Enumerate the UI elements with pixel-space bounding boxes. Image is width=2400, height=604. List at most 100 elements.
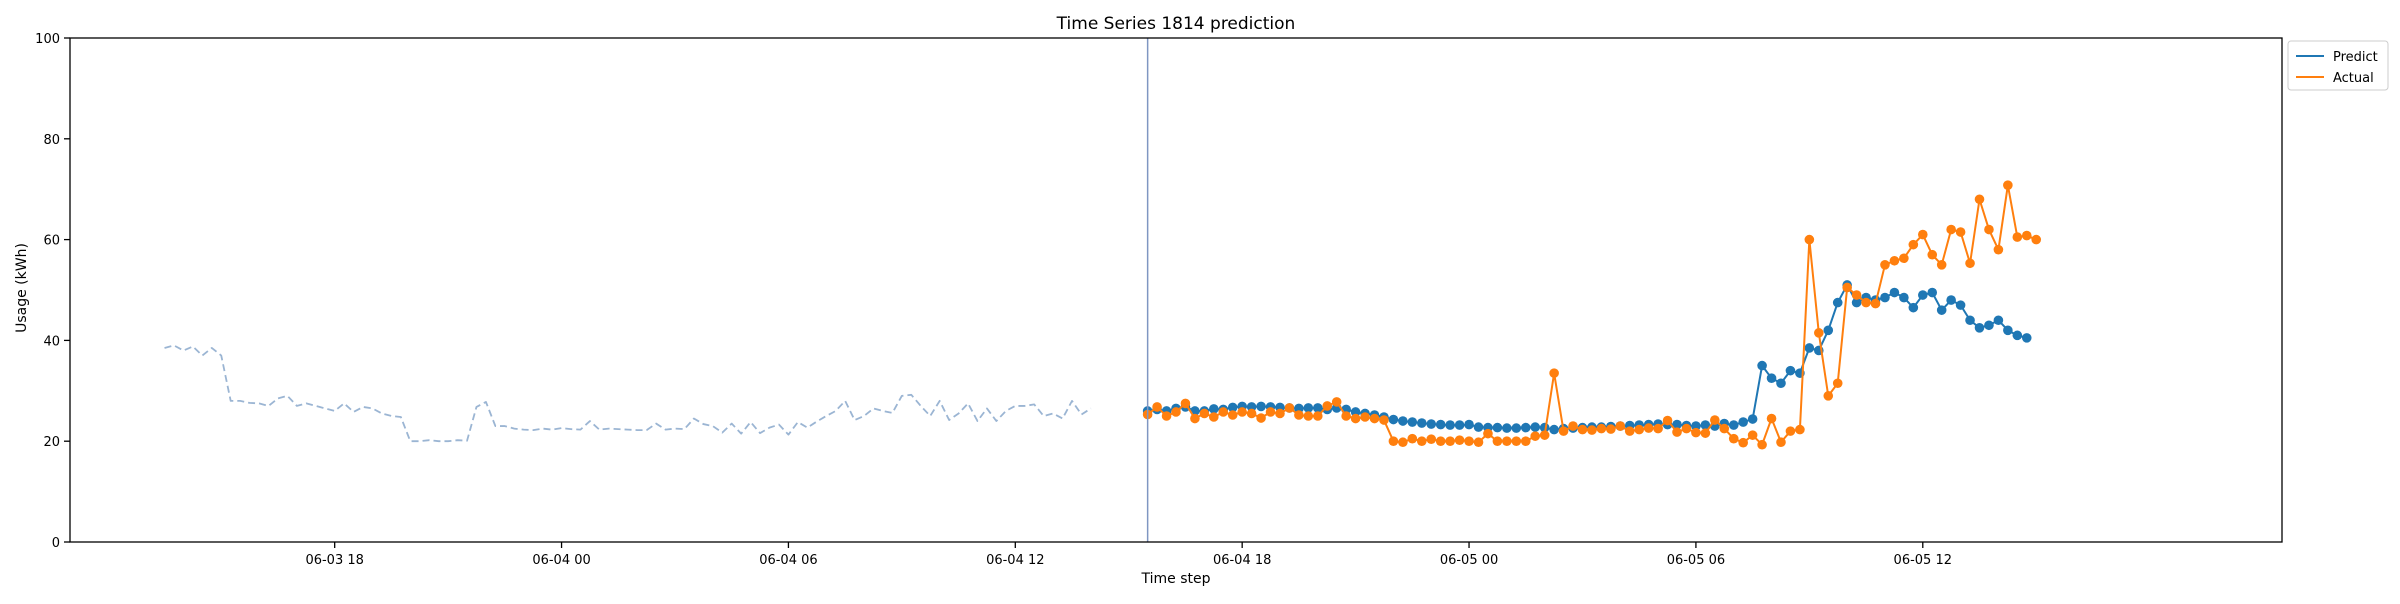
x-tick-label: 06-05 06: [1667, 553, 1725, 568]
actual-point: [2012, 232, 2023, 242]
actual-point: [1341, 411, 1351, 421]
actual-point: [1199, 408, 1210, 419]
actual-point: [1747, 430, 1758, 440]
predict-point: [1492, 422, 1503, 433]
predict-point: [1227, 402, 1238, 413]
actual-point: [1530, 431, 1541, 441]
predict-point: [1984, 320, 1994, 331]
predict-point: [1899, 292, 1909, 303]
predict-point: [1303, 403, 1314, 413]
x-axis: 06-03 18 06-04 00 06-04 06 06-04 12 06-04 18…: [305, 542, 1952, 568]
actual-point: [1880, 260, 1890, 270]
x-tick-label: 06-04 00: [532, 553, 590, 568]
predict-point: [1502, 423, 1512, 433]
actual-point: [1454, 435, 1465, 445]
actual-point: [1379, 415, 1389, 425]
actual-point: [1388, 436, 1399, 447]
predict-point: [1757, 360, 1767, 371]
y-axis: 0 20 40 60 80 100: [35, 32, 70, 551]
actual-point: [1464, 436, 1474, 447]
actual-point: [1757, 439, 1767, 450]
actual-point: [1776, 437, 1786, 448]
predict-point: [1416, 418, 1427, 428]
predict-point: [1889, 287, 1900, 298]
predict-point: [1520, 422, 1531, 433]
predict-point: [1974, 323, 1985, 333]
actual-point: [1256, 413, 1266, 423]
actual-point: [1823, 391, 1834, 401]
history-line: [164, 344, 1092, 443]
predict-point: [1823, 325, 1834, 336]
legend: Predict Actual: [2287, 40, 2389, 91]
x-tick-label: 06-05 00: [1440, 553, 1498, 568]
actual-point: [1965, 258, 1975, 269]
predict-point: [1851, 297, 1862, 308]
predict-point: [2012, 330, 2023, 341]
actual-point: [1766, 413, 1777, 424]
predict-point: [1776, 378, 1786, 389]
actual-point: [1520, 436, 1531, 447]
y-tick-label: 100: [35, 32, 60, 47]
actual-point: [1502, 436, 1512, 447]
predict-point: [1398, 416, 1408, 426]
actual-point: [1728, 433, 1739, 444]
actual-point: [1719, 423, 1730, 434]
predict-point: [1917, 290, 1928, 300]
actual-point: [1416, 436, 1427, 447]
actual-point: [1227, 410, 1238, 420]
predict-point: [1785, 365, 1796, 376]
predict-point: [1209, 404, 1219, 414]
actual-point: [1615, 421, 1626, 431]
predict-point: [1464, 419, 1474, 430]
y-tick-label: 20: [43, 435, 60, 450]
actual-point: [1662, 415, 1673, 426]
actual-point: [1322, 401, 1333, 411]
actual-point: [1161, 411, 1172, 421]
predict-point: [1549, 424, 1559, 435]
actual-point: [1294, 410, 1304, 420]
plot-frame: [69, 37, 2283, 543]
actual-point: [2021, 230, 2032, 241]
actual-point: [1360, 412, 1370, 422]
actual-point: [1842, 282, 1852, 293]
actual-point: [1284, 403, 1295, 413]
actual-point: [1209, 412, 1219, 422]
actual-point: [1303, 411, 1314, 421]
predict-point: [1473, 422, 1484, 432]
predict-point: [1955, 300, 1966, 310]
actual-point: [1832, 378, 1843, 389]
actual-point: [1492, 436, 1503, 447]
y-tick-label: 80: [43, 133, 60, 148]
series-layer: [164, 180, 2042, 450]
predict-point: [1454, 420, 1465, 430]
predict-point: [1946, 295, 1956, 305]
actual-point: [1927, 249, 1938, 260]
actual-point: [1738, 437, 1748, 448]
actual-point: [1568, 421, 1578, 431]
x-tick-label: 06-03 18: [305, 553, 363, 568]
actual-point: [1851, 290, 1862, 300]
actual-point: [1681, 423, 1692, 434]
predict-point: [1256, 401, 1266, 412]
y-axis-label: Usage (kWh): [14, 243, 30, 333]
actual-point: [1691, 427, 1701, 438]
actual-point: [1190, 413, 1200, 424]
actual-point: [1974, 194, 1985, 205]
actual-point: [1653, 423, 1663, 434]
actual-point: [1407, 433, 1418, 444]
x-tick-label: 06-04 06: [759, 553, 817, 568]
actual-point: [1814, 328, 1824, 338]
actual-point: [1634, 424, 1644, 435]
actual-point: [1558, 426, 1569, 436]
actual-series: [1142, 180, 2042, 450]
actual-point: [1398, 437, 1408, 448]
actual-point: [1426, 434, 1437, 444]
actual-point: [1331, 397, 1342, 407]
actual-point: [1171, 407, 1181, 417]
actual-point: [1795, 424, 1805, 435]
actual-point: [1936, 260, 1947, 270]
actual-point: [1511, 436, 1522, 447]
predict-point: [1747, 414, 1758, 424]
predict-point: [1312, 403, 1323, 413]
actual-point: [1435, 436, 1446, 447]
